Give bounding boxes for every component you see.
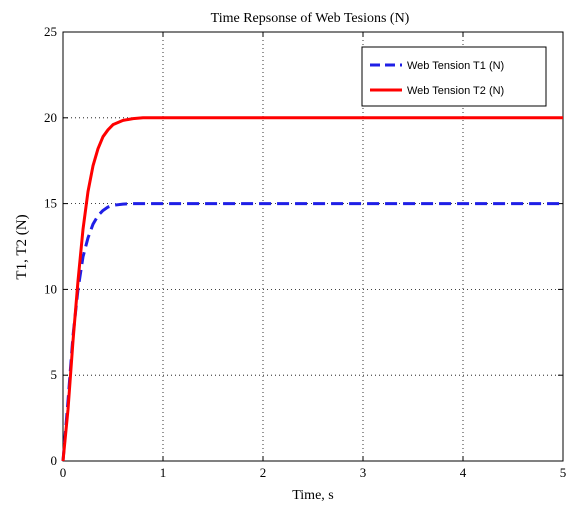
x-tick-label: 4 <box>460 465 467 480</box>
y-tick-label: 15 <box>44 196 57 211</box>
y-tick-label: 5 <box>51 367 58 382</box>
legend-box <box>361 46 547 107</box>
y-tick-label: 0 <box>51 453 58 468</box>
legend-label-2: Web Tension T2 (N) <box>407 85 504 97</box>
y-tick-label: 10 <box>44 281 57 296</box>
x-tick-label: 0 <box>60 465 67 480</box>
y-tick-label: 25 <box>44 24 57 39</box>
x-tick-label: 5 <box>560 465 567 480</box>
x-axis-label: Time, s <box>292 488 334 503</box>
legend-label-1: Web Tension T1 (N) <box>407 60 504 72</box>
y-axis-label: T1, T2 (N) <box>14 214 30 279</box>
x-tick-label: 1 <box>160 465 167 480</box>
x-tick-label: 3 <box>360 465 367 480</box>
y-tick-label: 20 <box>44 110 57 125</box>
legend: Web Tension T1 (N) Web Tension T2 (N) <box>361 46 547 107</box>
x-tick-label: 2 <box>260 465 267 480</box>
series-line-2 <box>61 116 563 462</box>
chart-title: Time Repsonse of Web Tesions (N) <box>211 11 410 26</box>
